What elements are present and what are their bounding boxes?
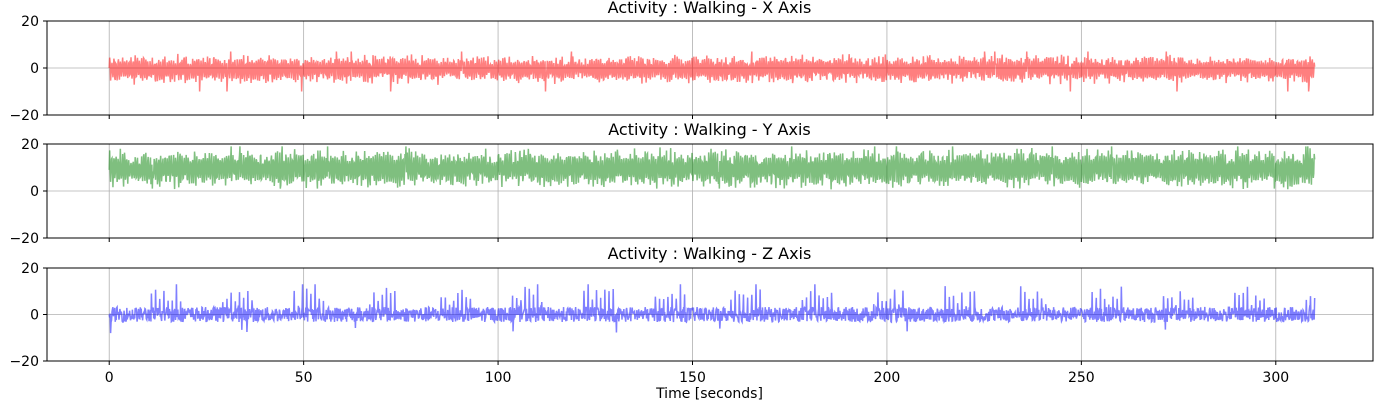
x-tick-label: 0 <box>105 370 114 386</box>
x-tick-label: 50 <box>295 370 313 386</box>
y-tick-label: −20 <box>9 108 39 124</box>
x-axis-label: Time [seconds] <box>655 386 763 400</box>
subplot-z-axis: Activity : Walking - Z Axis Time [second… <box>9 244 1374 400</box>
y-tick-label: 0 <box>30 308 39 324</box>
subplot-x-axis: Activity : Walking - X Axis −20 0 20 <box>9 0 1374 124</box>
x-tick-label: 250 <box>1068 370 1095 386</box>
y-tick-label: −20 <box>9 231 39 247</box>
y-tick-label: 0 <box>30 184 39 200</box>
y-tick-label: 20 <box>21 14 39 30</box>
y-tick-label: −20 <box>9 354 39 370</box>
x-tick-label: 150 <box>679 370 706 386</box>
x-tick-label: 100 <box>485 370 512 386</box>
data-series-line <box>108 51 1316 92</box>
x-tick-label: 200 <box>874 370 901 386</box>
subplot-title: Activity : Walking - X Axis <box>608 0 812 17</box>
subplot-title: Activity : Walking - Y Axis <box>608 120 810 139</box>
subplot-title: Activity : Walking - Z Axis <box>608 244 812 263</box>
data-series-line <box>108 146 1316 190</box>
y-tick-label: 20 <box>21 137 39 153</box>
subplot-y-axis: Activity : Walking - Y Axis −20 0 20 <box>9 120 1374 247</box>
data-series-line <box>108 284 1316 334</box>
x-tick-label: 300 <box>1262 370 1289 386</box>
y-tick-label: 0 <box>30 61 39 77</box>
y-tick-label: 20 <box>21 261 39 277</box>
